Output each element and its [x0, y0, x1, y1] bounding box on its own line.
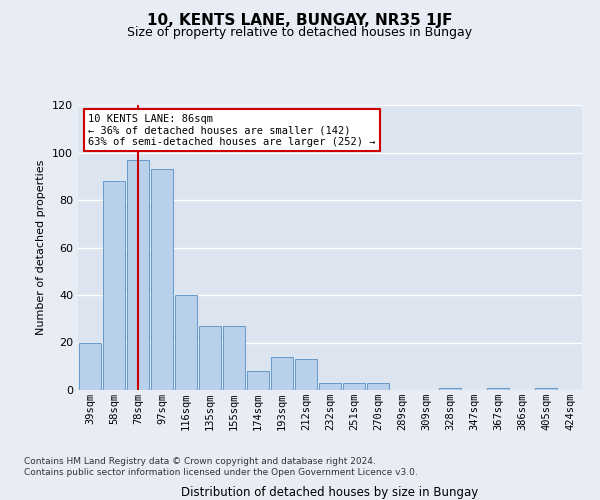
Text: 10, KENTS LANE, BUNGAY, NR35 1JF: 10, KENTS LANE, BUNGAY, NR35 1JF [147, 12, 453, 28]
Bar [175, 295, 197, 390]
Bar [199, 326, 221, 390]
Text: Size of property relative to detached houses in Bungay: Size of property relative to detached ho… [127, 26, 473, 39]
Bar [247, 371, 269, 390]
Bar [103, 181, 125, 390]
Bar [79, 342, 101, 390]
Bar [439, 388, 461, 390]
Bar [367, 383, 389, 390]
Text: 10 KENTS LANE: 86sqm
← 36% of detached houses are smaller (142)
63% of semi-deta: 10 KENTS LANE: 86sqm ← 36% of detached h… [88, 114, 376, 147]
X-axis label: Distribution of detached houses by size in Bungay: Distribution of detached houses by size … [181, 486, 479, 499]
Bar [151, 169, 173, 390]
Bar [535, 388, 557, 390]
Bar [127, 160, 149, 390]
Bar [487, 388, 509, 390]
Bar [271, 357, 293, 390]
Bar [295, 359, 317, 390]
Bar [223, 326, 245, 390]
Bar [343, 383, 365, 390]
Y-axis label: Number of detached properties: Number of detached properties [37, 160, 46, 335]
Bar [319, 383, 341, 390]
Text: Contains HM Land Registry data © Crown copyright and database right 2024.
Contai: Contains HM Land Registry data © Crown c… [24, 458, 418, 477]
